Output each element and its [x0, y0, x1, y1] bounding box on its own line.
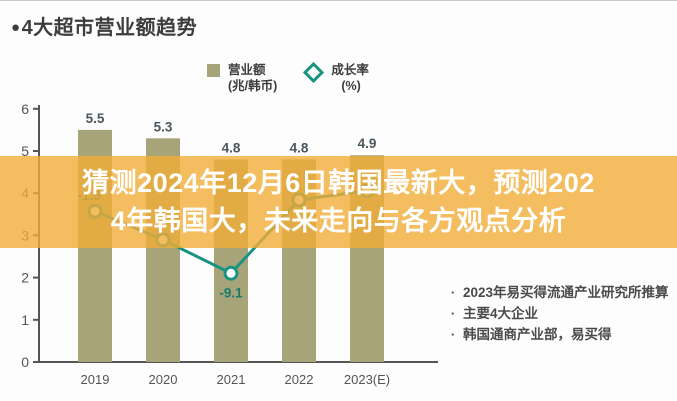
x-axis-label: 2023(E) [344, 372, 390, 387]
y-axis-label: 6 [21, 101, 29, 117]
x-axis-label: 2020 [149, 372, 178, 387]
bar-value-label: 4.8 [222, 140, 241, 155]
bar-value-label: 4.8 [290, 140, 309, 155]
bar-value-label: 5.5 [86, 111, 105, 126]
legend-label-revenue: 营业额 (兆/韩币) [228, 63, 278, 93]
chart-legend: 营业额 (兆/韩币) 成长率 (%) [207, 61, 369, 94]
note-item: · 2023年易买得流通产业研究所推算 [443, 284, 671, 301]
note-text: 韩国通商产业部，易买得 [463, 327, 612, 342]
y-axis-label: 2 [21, 270, 29, 286]
legend-item-revenue: 营业额 (兆/韩币) [207, 62, 277, 94]
bar-value-label: 4.9 [358, 136, 377, 151]
line-value-label: -9.1 [219, 285, 243, 300]
note-item: · 主要4大企业 [443, 305, 671, 322]
bar-swatch-icon [207, 64, 220, 77]
note-text: 主要4大企业 [463, 306, 539, 321]
banner-text-line2: 4年韩国大，未来走向与各方观点分析 [110, 206, 567, 236]
legend-item-growth: 成长率 (%) [303, 61, 369, 94]
x-axis-label: 2021 [217, 372, 246, 387]
y-axis-label: 5 [21, 143, 29, 159]
source-notes: · 2023年易买得流通产业研究所推算 · 主要4大企业 · 韩国通商产业部，易买得 [443, 284, 671, 347]
overlay-banner: 猜测2024年12月6日韩国最新大，预测202 4年韩国大，未来走向与各方观点分… [0, 156, 677, 248]
note-item: · 韩国通商产业部，易买得 [443, 326, 671, 343]
note-text: 2023年易买得流通产业研究所推算 [463, 285, 669, 300]
x-axis-label: 2019 [81, 372, 110, 387]
title-bullet-icon: ● [11, 19, 21, 36]
note-bullet-icon: · [450, 327, 456, 342]
note-bullet-icon: · [450, 285, 456, 300]
page-title-text: 4大超市营业额趋势 [21, 17, 198, 39]
line-marker [223, 265, 239, 281]
bar-value-label: 5.3 [154, 119, 173, 134]
page-title: ●4大超市营业额趋势 [11, 11, 197, 40]
y-axis-label: 0 [21, 354, 29, 370]
y-axis-label: 1 [21, 312, 29, 328]
banner-text-line1: 猜测2024年12月6日韩国最新大，预测202 [82, 168, 595, 198]
note-bullet-icon: · [450, 306, 456, 321]
x-axis-label: 2022 [285, 372, 314, 387]
legend-label-growth: 成长率 (%) [331, 63, 369, 93]
